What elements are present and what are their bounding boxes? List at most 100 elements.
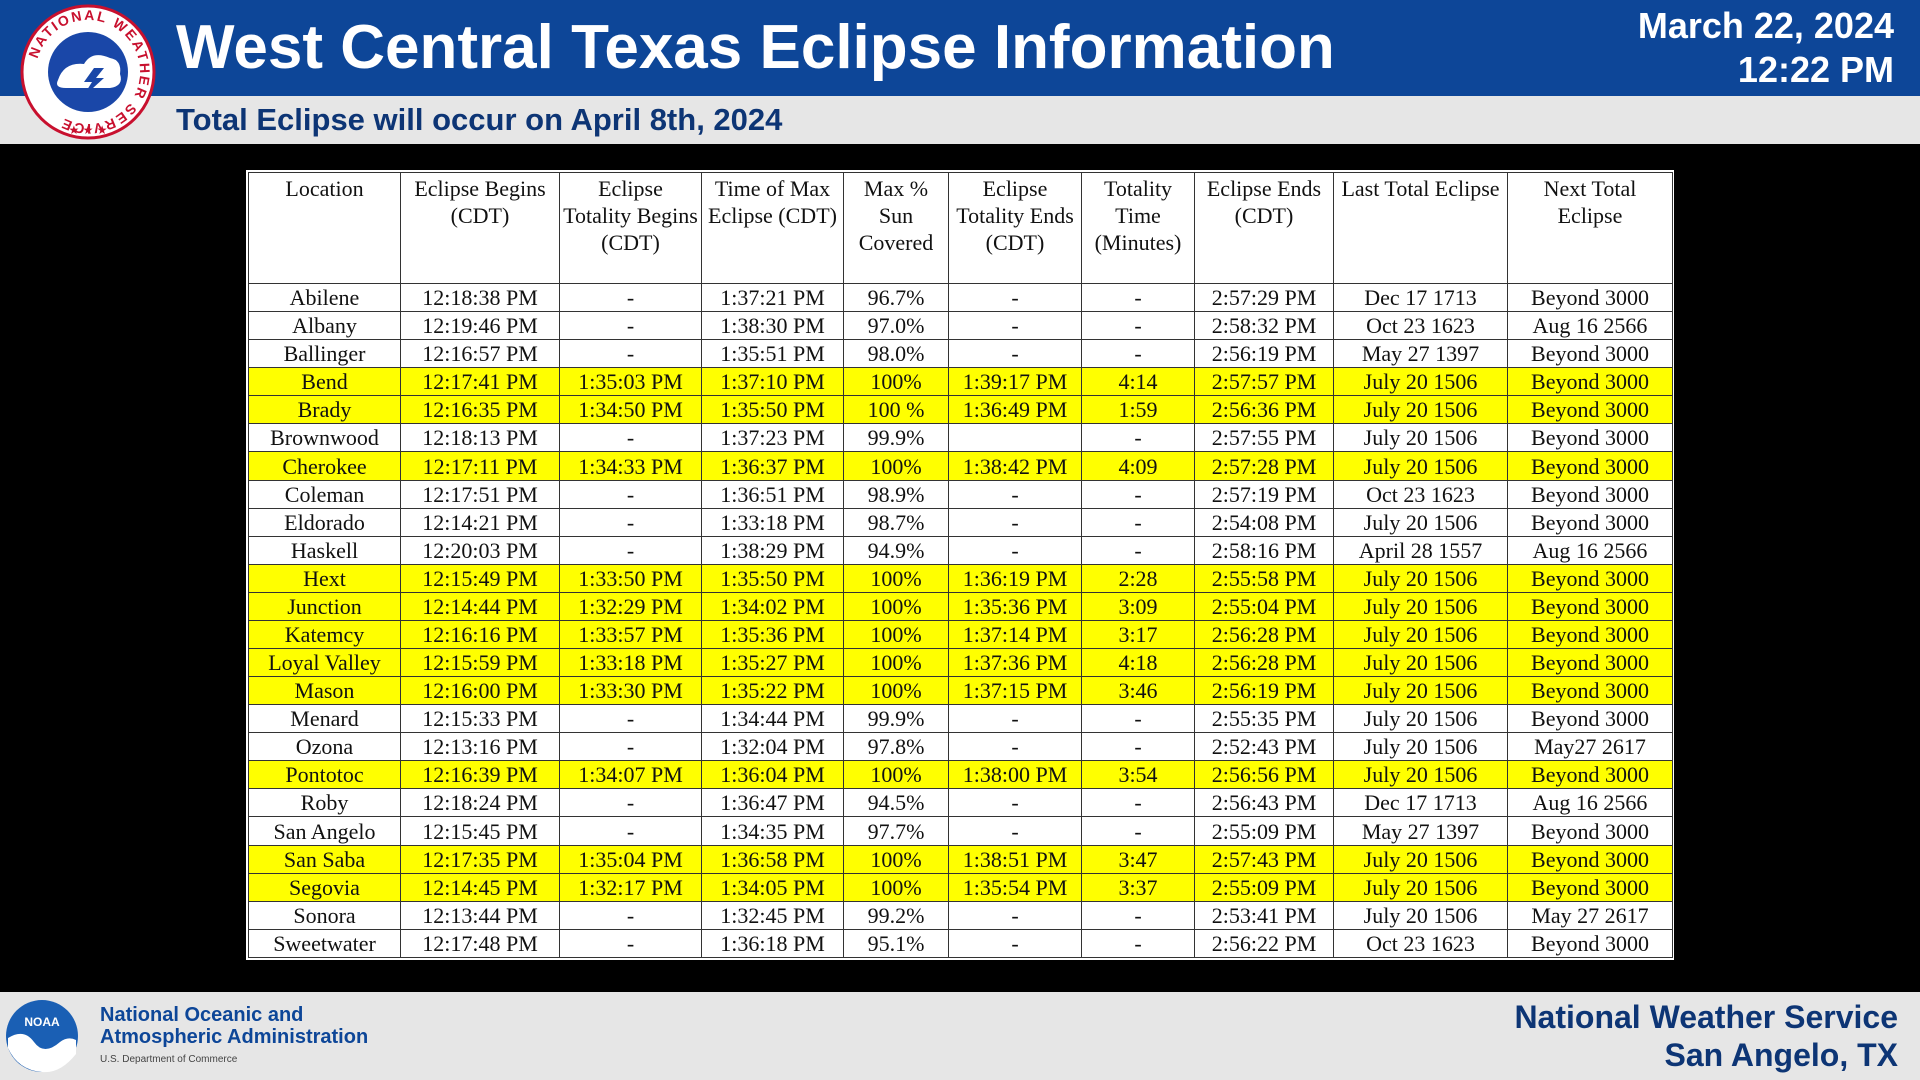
column-header: Eclipse Totality Ends (CDT) (948, 172, 1082, 284)
table-cell: Dec 17 1713 (1333, 282, 1508, 313)
table-row-totality: Segovia 12:14:45 PM 1:32:17 PM 1:34:05 PM 10… (248, 872, 1673, 902)
office-line2: San Angelo, TX (1664, 1037, 1899, 1073)
table-cell: - (1081, 816, 1195, 846)
table-cell: 3:46 (1081, 676, 1195, 706)
table-cell: Beyond 3000 (1507, 507, 1673, 537)
table-cell: - (559, 507, 702, 537)
location-cell: Mason (248, 676, 401, 706)
table-cell: 1:35:04 PM (559, 844, 702, 874)
table-cell: 2:56:36 PM (1194, 395, 1334, 425)
table-cell: 12:20:03 PM (400, 535, 560, 565)
table-cell: Beyond 3000 (1507, 619, 1673, 650)
table-cell: Dec 17 1713 (1333, 788, 1508, 818)
location-cell: Coleman (248, 479, 401, 509)
table-cell: 2:56:56 PM (1194, 760, 1334, 790)
subheader-bar: Total Eclipse will occur on April 8th, 2… (0, 96, 1920, 144)
table-cell: July 20 1506 (1333, 704, 1508, 734)
table-cell: - (1081, 732, 1195, 762)
location-cell: San Saba (248, 844, 401, 874)
star-icon: ★ ★ ★ (69, 123, 108, 137)
table-cell: 3:17 (1081, 619, 1195, 650)
table-cell: 12:14:45 PM (400, 872, 560, 902)
table-cell: 1:37:15 PM (948, 676, 1082, 706)
table-cell: 3:47 (1081, 844, 1195, 874)
table-cell: 1:32:17 PM (559, 872, 702, 902)
table-cell: 1:34:05 PM (701, 872, 844, 902)
table-cell: 12:13:44 PM (400, 900, 560, 930)
table-cell: - (559, 816, 702, 846)
table-cell: Beyond 3000 (1507, 339, 1673, 369)
table-cell: 1:37:23 PM (701, 423, 844, 453)
column-header: Eclipse Ends (CDT) (1194, 172, 1334, 284)
table-cell: 12:15:49 PM (400, 563, 560, 593)
table-cell: 97.7% (843, 816, 949, 846)
noaa-department: U.S. Department of Commerce (100, 1054, 238, 1065)
table-cell: 2:58:32 PM (1194, 311, 1334, 341)
table-cell: - (948, 732, 1082, 762)
table-cell: 1:32:45 PM (701, 900, 844, 930)
table-row: Ozona 12:13:16 PM -1:32:04 PM 97.8% - -2:52:4… (248, 732, 1673, 762)
table-cell: 1:37:10 PM (701, 367, 844, 397)
table-cell: 100% (843, 872, 949, 902)
table-row: San Angelo 12:15:45 PM -1:34:35 PM 97.7% - -2… (248, 816, 1673, 846)
table-cell: July 20 1506 (1333, 732, 1508, 762)
table-cell: Beyond 3000 (1507, 844, 1673, 874)
table-cell: 1:37:21 PM (701, 282, 844, 313)
table-cell: 2:58:16 PM (1194, 535, 1334, 565)
table-cell: 1:33:57 PM (559, 619, 702, 650)
table-cell: 3:37 (1081, 872, 1195, 902)
table-cell: - (948, 311, 1082, 341)
location-cell: Katemcy (248, 619, 401, 650)
table-row: Albany 12:19:46 PM -1:38:30 PM 97.0% - -2:58:… (248, 311, 1673, 341)
table-cell: 1:36:58 PM (701, 844, 844, 874)
location-cell: Albany (248, 311, 401, 341)
table-cell: Beyond 3000 (1507, 423, 1673, 453)
table-cell: - (559, 535, 702, 565)
table-cell: - (1081, 282, 1195, 313)
table-cell: July 20 1506 (1333, 648, 1508, 678)
table-cell: - (559, 788, 702, 818)
table-cell: 12:14:21 PM (400, 507, 560, 537)
table-cell: May 27 1397 (1333, 339, 1508, 369)
table-cell: 2:57:29 PM (1194, 282, 1334, 313)
table-cell: 12:15:33 PM (400, 704, 560, 734)
table-row-totality: San Saba 12:17:35 PM 1:35:04 PM 1:36:58 PM 1… (248, 844, 1673, 874)
bird-wave-icon (8, 1033, 76, 1073)
table-cell: 1:37:14 PM (948, 619, 1082, 650)
table-cell: 4:18 (1081, 648, 1195, 678)
table-cell: 99.9% (843, 704, 949, 734)
location-cell: Pontotoc (248, 760, 401, 790)
table-cell: 100% (843, 367, 949, 397)
table-cell: 1:36:37 PM (701, 451, 844, 481)
noaa-name-line1: National Oceanic and (100, 1004, 304, 1026)
table-row-totality: Pontotoc 12:16:39 PM 1:34:07 PM 1:36:04 PM 1… (248, 760, 1673, 790)
table-cell: 2:55:09 PM (1194, 872, 1334, 902)
table-cell: 12:17:51 PM (400, 479, 560, 509)
column-header: Last Total Eclipse (1333, 172, 1508, 284)
location-cell: Ballinger (248, 339, 401, 369)
table-cell: 100% (843, 451, 949, 481)
table-row: Coleman 12:17:51 PM -1:36:51 PM 98.9% - -2:57… (248, 479, 1673, 509)
table-cell: - (559, 732, 702, 762)
table-row-totality: Cherokee 12:17:11 PM 1:34:33 PM 1:36:37 PM 1… (248, 451, 1673, 481)
table-cell: 1:34:50 PM (559, 395, 702, 425)
table-cell: - (948, 704, 1082, 734)
table-cell: Beyond 3000 (1507, 563, 1673, 593)
table-cell: 1:33:18 PM (559, 648, 702, 678)
table-cell: 2:56:28 PM (1194, 648, 1334, 678)
column-header: Max % Sun Covered (843, 172, 949, 284)
page-subtitle: Total Eclipse will occur on April 8th, 2… (176, 102, 783, 137)
table-cell: 2:55:35 PM (1194, 704, 1334, 734)
table-row: Roby 12:18:24 PM -1:36:47 PM 94.5% - -2:56:43… (248, 788, 1673, 818)
table-cell: 2:53:41 PM (1194, 900, 1334, 930)
table-cell: 2:56:43 PM (1194, 788, 1334, 818)
table-row: Abilene 12:18:38 PM -1:37:21 PM 96.7% - -2:57… (248, 282, 1673, 313)
table-cell: Aug 16 2566 (1507, 311, 1673, 341)
table-cell: - (559, 479, 702, 509)
table-cell: 98.9% (843, 479, 949, 509)
table-cell: July 20 1506 (1333, 591, 1508, 621)
table-cell: 12:16:35 PM (400, 395, 560, 425)
table-cell: 4:14 (1081, 367, 1195, 397)
table-cell: - (559, 423, 702, 453)
table-cell: 1:35:03 PM (559, 367, 702, 397)
